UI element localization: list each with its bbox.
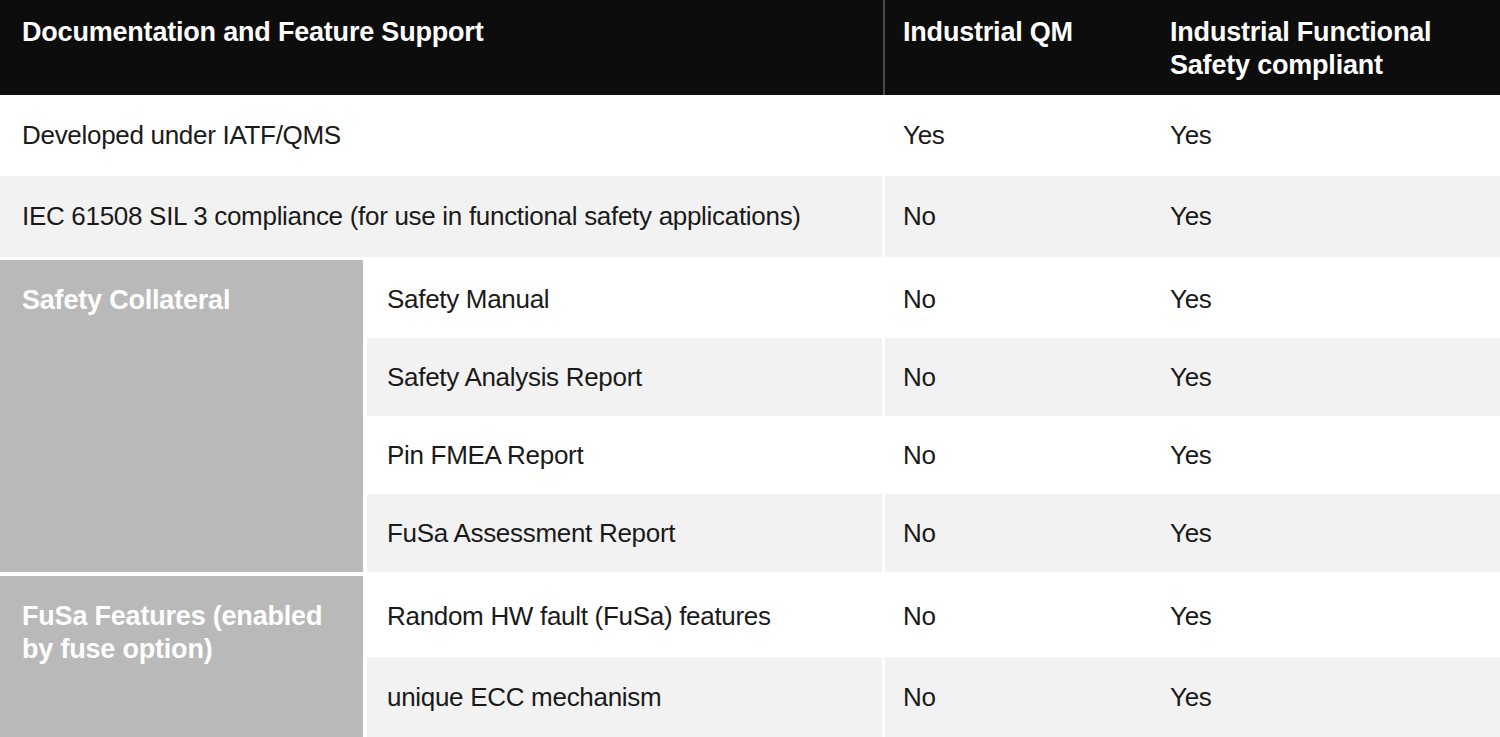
section-fusa-features: FuSa Features (enabled by fuse option) R… — [0, 576, 1500, 737]
fusa-value-cell: Yes — [1152, 176, 1500, 257]
feature-cell: Safety Manual — [367, 260, 885, 338]
section-rows: Random HW fault (FuSa) features No Yes u… — [367, 576, 1500, 737]
table-row: FuSa Assessment Report No Yes — [367, 494, 1500, 572]
qm-value-cell: No — [885, 657, 1152, 737]
feature-cell: unique ECC mechanism — [367, 657, 885, 737]
header-feature-column: Documentation and Feature Support — [0, 0, 885, 95]
table-row: Random HW fault (FuSa) features No Yes — [367, 576, 1500, 657]
qm-value-cell: Yes — [885, 95, 1152, 176]
qm-value-cell: No — [885, 494, 1152, 572]
qm-value-cell: No — [885, 338, 1152, 416]
qm-value-cell: No — [885, 416, 1152, 494]
group-header-cell: FuSa Features (enabled by fuse option) — [0, 576, 367, 737]
feature-support-table: Documentation and Feature Support Indust… — [0, 0, 1500, 737]
feature-cell: IEC 61508 SIL 3 compliance (for use in f… — [0, 176, 885, 257]
fusa-value-cell: Yes — [1152, 494, 1500, 572]
feature-cell: Pin FMEA Report — [367, 416, 885, 494]
qm-value-cell: No — [885, 176, 1152, 257]
feature-cell: FuSa Assessment Report — [367, 494, 885, 572]
table-row: Developed under IATF/QMS Yes Yes — [0, 95, 1500, 176]
table-row: Safety Analysis Report No Yes — [367, 338, 1500, 416]
fusa-value-cell: Yes — [1152, 95, 1500, 176]
section-rows: Safety Manual No Yes Safety Analysis Rep… — [367, 260, 1500, 572]
header-functional-safety-column: Industrial Functional Safety compliant — [1152, 0, 1500, 95]
fusa-value-cell: Yes — [1152, 576, 1500, 657]
fusa-value-cell: Yes — [1152, 416, 1500, 494]
header-industrial-qm-column: Industrial QM — [885, 0, 1152, 95]
table-row: IEC 61508 SIL 3 compliance (for use in f… — [0, 176, 1500, 257]
table-row: unique ECC mechanism No Yes — [367, 657, 1500, 737]
feature-cell: Safety Analysis Report — [367, 338, 885, 416]
table-header-row: Documentation and Feature Support Indust… — [0, 0, 1500, 95]
qm-value-cell: No — [885, 576, 1152, 657]
fusa-value-cell: Yes — [1152, 338, 1500, 416]
fusa-value-cell: Yes — [1152, 657, 1500, 737]
fusa-value-cell: Yes — [1152, 260, 1500, 338]
group-header-cell: Safety Collateral — [0, 260, 367, 572]
section-safety-collateral: Safety Collateral Safety Manual No Yes S… — [0, 260, 1500, 572]
table-row: Safety Manual No Yes — [367, 260, 1500, 338]
table-row: Pin FMEA Report No Yes — [367, 416, 1500, 494]
feature-cell: Random HW fault (FuSa) features — [367, 576, 885, 657]
feature-cell: Developed under IATF/QMS — [0, 95, 885, 176]
qm-value-cell: No — [885, 260, 1152, 338]
